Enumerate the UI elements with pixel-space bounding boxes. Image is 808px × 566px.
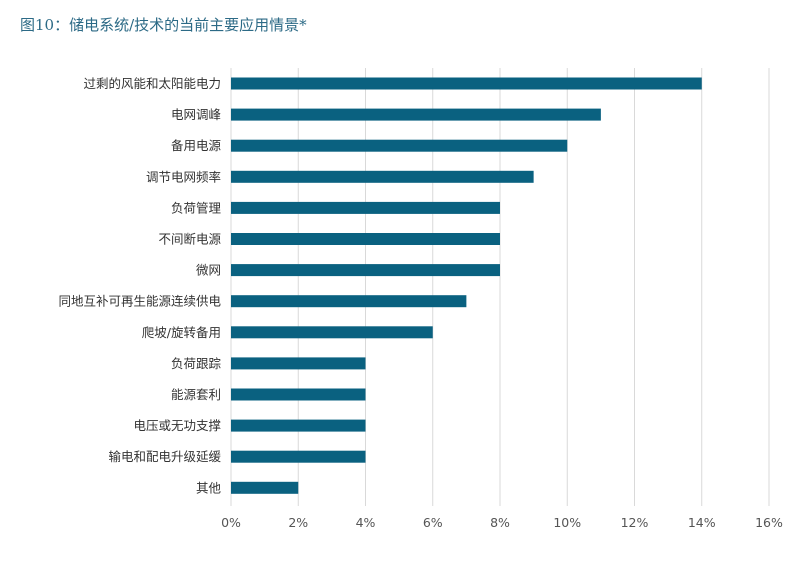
grid-lines bbox=[230, 68, 770, 506]
bar bbox=[231, 77, 702, 90]
x-tick-label: 10% bbox=[553, 515, 581, 530]
category-labels: 过剩的风能和太阳能电力电网调峰备用电源调节电网频率负荷管理不间断电源微网同地互补… bbox=[58, 76, 221, 495]
bar bbox=[231, 481, 299, 494]
x-tick-label: 14% bbox=[688, 515, 716, 530]
x-tick-labels: 0% 2% 4% 6% 8% 10% 12% 14% 16% bbox=[221, 515, 783, 530]
category-label: 过剩的风能和太阳能电力 bbox=[83, 76, 221, 91]
x-tick-label: 8% bbox=[490, 515, 510, 530]
category-label: 电压或无功支撑 bbox=[133, 418, 221, 433]
x-tick-label: 16% bbox=[755, 515, 783, 530]
category-label: 电网调峰 bbox=[171, 107, 222, 122]
category-label: 备用电源 bbox=[171, 138, 222, 153]
x-tick-label: 6% bbox=[423, 515, 443, 530]
category-label: 不间断电源 bbox=[158, 232, 221, 247]
category-label: 能源套利 bbox=[171, 387, 221, 402]
bar bbox=[231, 233, 500, 245]
category-label: 其他 bbox=[196, 480, 222, 495]
bar bbox=[231, 357, 366, 370]
bar bbox=[231, 201, 500, 214]
x-tick-label: 4% bbox=[356, 515, 376, 530]
category-label: 负荷跟踪 bbox=[171, 356, 222, 371]
category-label: 负荷管理 bbox=[171, 200, 222, 215]
x-tick-label: 0% bbox=[221, 515, 241, 530]
bar bbox=[231, 388, 366, 401]
bar bbox=[231, 326, 433, 339]
category-label: 爬坡/旋转备用 bbox=[142, 325, 221, 340]
chart-title: 图10：储电系统/技术的当前主要应用情景* bbox=[20, 16, 307, 34]
category-label: 微网 bbox=[196, 263, 221, 278]
category-label: 同地互补可再生能源连续供电 bbox=[58, 294, 221, 309]
bar bbox=[231, 139, 568, 152]
category-label: 调节电网频率 bbox=[146, 169, 221, 184]
category-label: 输电和配电升级延缓 bbox=[108, 449, 221, 464]
bar bbox=[231, 450, 366, 463]
x-tick-label: 2% bbox=[288, 515, 308, 530]
bar bbox=[231, 295, 467, 308]
bar bbox=[231, 264, 500, 277]
bar bbox=[231, 419, 366, 432]
bar bbox=[231, 170, 534, 183]
bars bbox=[231, 77, 702, 494]
bar bbox=[231, 108, 601, 121]
x-tick-label: 12% bbox=[621, 515, 649, 530]
